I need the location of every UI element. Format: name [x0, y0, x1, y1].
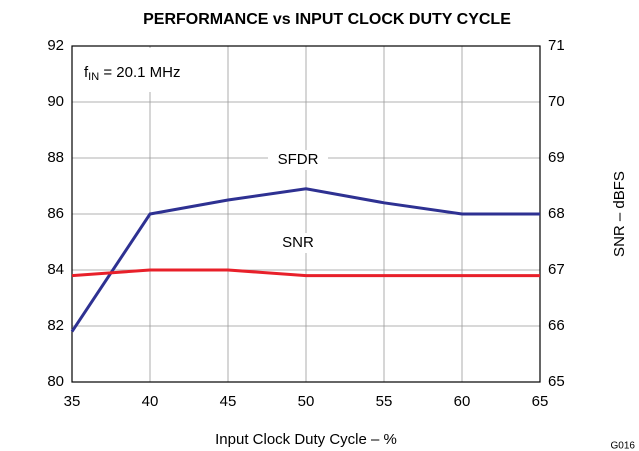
y2-tick-label: 66 [548, 317, 565, 334]
chart-title: PERFORMANCE vs INPUT CLOCK DUTY CYCLE [143, 11, 511, 28]
y2-tick-label: 67 [548, 261, 565, 278]
x-tick-label: 40 [142, 393, 159, 410]
annotation-box [74, 48, 214, 92]
series-line [71, 268, 540, 278]
series-label-bg [268, 150, 328, 170]
annotation-part: IN [88, 71, 99, 83]
annotation: fIN = 20.1 MHz [84, 64, 180, 83]
y2-tick-label: 70 [548, 93, 565, 110]
x-tick-label: 50 [298, 393, 315, 410]
annotation-part: = 20.1 MHz [99, 64, 180, 81]
y-tick-label: 88 [47, 149, 64, 166]
y-tick-label: 84 [47, 261, 64, 278]
annotation-part: f [84, 64, 89, 81]
y2-tick-label: 65 [548, 373, 565, 390]
y2-tick-label: 68 [548, 205, 565, 222]
series-label-bg [268, 233, 328, 253]
y-tick-label: 82 [47, 317, 64, 334]
x-tick-label: 65 [532, 393, 549, 410]
y2-tick-label: 69 [548, 149, 565, 166]
series-label: SNR [282, 234, 314, 251]
series-label: SFDR [278, 151, 319, 168]
y-tick-label: 92 [47, 37, 64, 54]
x-axis-label: Input Clock Duty Cycle – % [215, 431, 397, 448]
figure-id: G016 [611, 441, 636, 451]
y-tick-label: 80 [47, 373, 64, 390]
series-line [70, 187, 540, 333]
y2-axis-label: SNR – dBFS [611, 171, 628, 257]
x-tick-label: 60 [454, 393, 471, 410]
y2-tick-label: 71 [548, 37, 565, 54]
y-tick-label: 86 [47, 205, 64, 222]
x-tick-label: 35 [64, 393, 81, 410]
x-tick-label: 45 [220, 393, 237, 410]
y-tick-label: 90 [47, 93, 64, 110]
x-tick-label: 55 [376, 393, 393, 410]
